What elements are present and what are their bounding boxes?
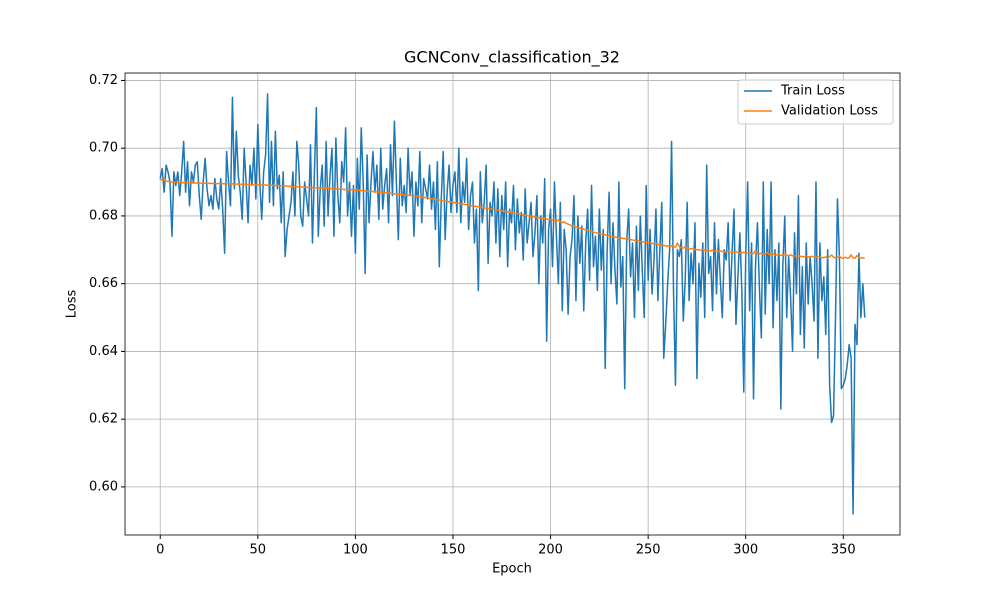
x-tick-label: 350 — [831, 543, 856, 558]
x-tick-label: 250 — [636, 543, 661, 558]
y-tick-label: 0.62 — [89, 412, 118, 427]
y-tick-label: 0.66 — [89, 276, 118, 291]
line-series — [159, 93, 866, 515]
y-tick-label: 0.60 — [89, 479, 118, 494]
x-tick-label: 50 — [250, 543, 267, 558]
y-tick-label: 0.68 — [89, 208, 118, 223]
x-tick-label: 200 — [538, 543, 563, 558]
x-tick-label: 300 — [733, 543, 758, 558]
legend-label: Train Loss — [780, 84, 845, 99]
y-tick-label: 0.64 — [89, 344, 118, 359]
legend-box — [737, 79, 894, 125]
legend: Train Loss Validation Loss — [737, 79, 894, 125]
y-axis-label: Loss — [65, 290, 80, 319]
x-axis-label: Epoch — [492, 562, 532, 577]
y-tick-label: 0.72 — [89, 73, 118, 88]
plot-frame — [124, 72, 901, 536]
x-tick-label: 0 — [156, 543, 164, 558]
y-tick-label: 0.70 — [89, 141, 118, 156]
x-tick-label: 100 — [343, 543, 368, 558]
line-series — [159, 178, 865, 260]
chart-title: GCNConv_classification_32 — [404, 48, 620, 68]
x-tick-label: 150 — [441, 543, 466, 558]
legend-label: Validation Loss — [781, 104, 878, 119]
